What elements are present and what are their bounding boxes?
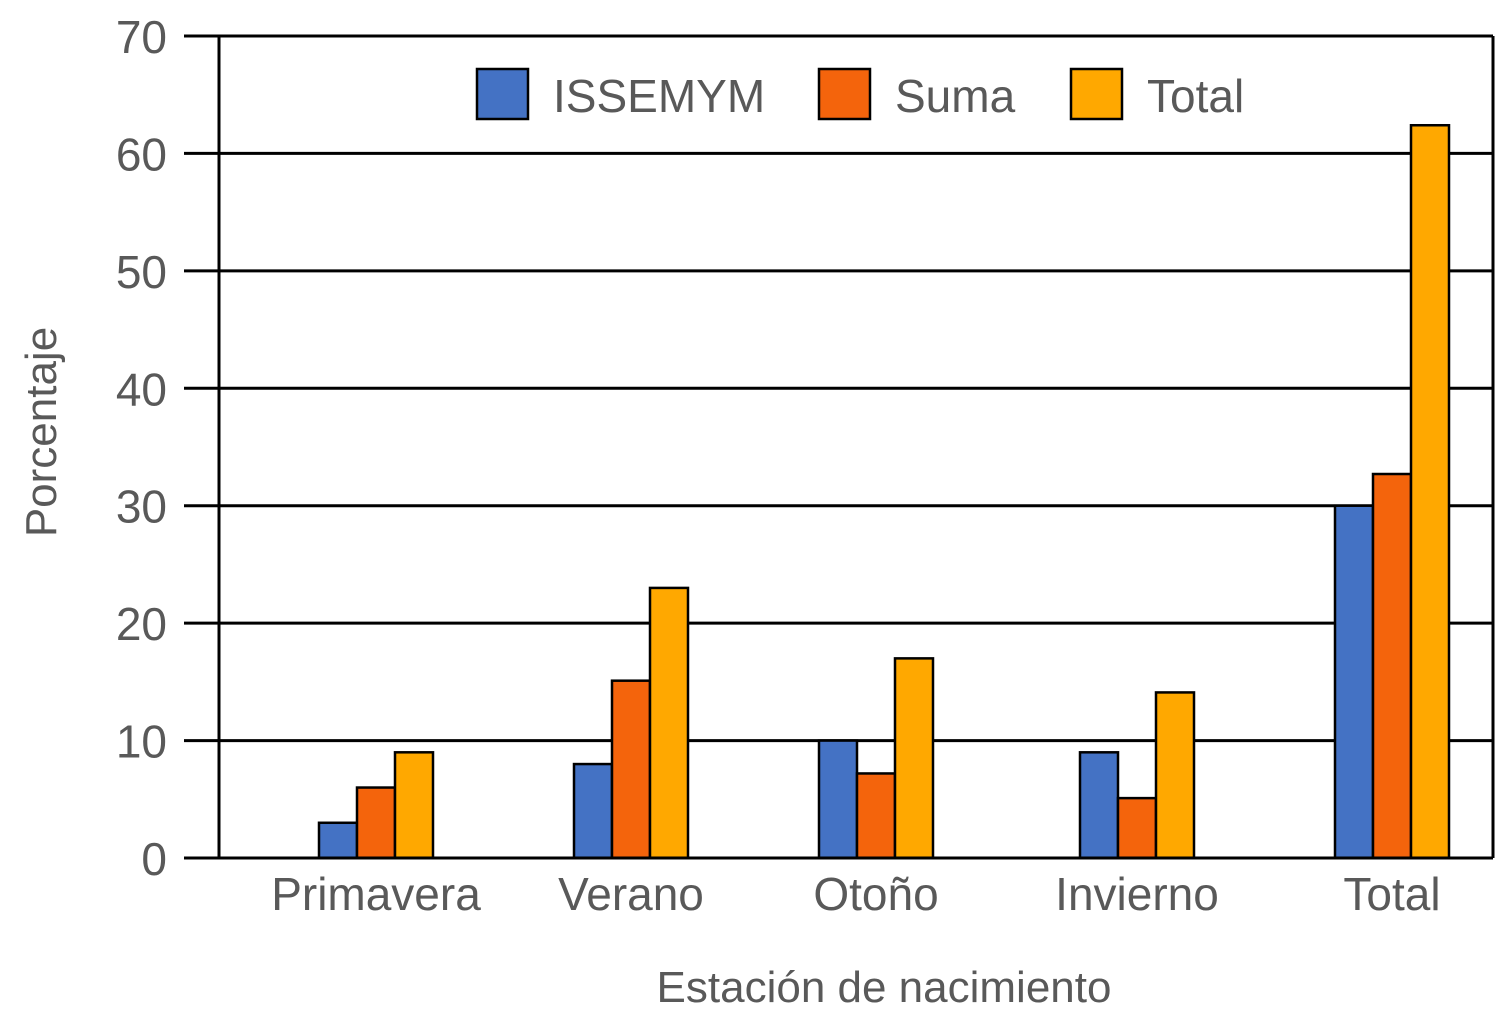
bar-suma-otoño	[855, 772, 897, 860]
x-tick-label: Invierno	[1055, 868, 1219, 920]
y-tick-label: 60	[116, 128, 167, 180]
legend-swatch	[475, 67, 530, 121]
bar-suma-verano	[610, 679, 652, 860]
y-tick-label: 70	[116, 11, 167, 63]
y-tick-label: 30	[116, 481, 167, 533]
bar-issemym-total	[1333, 504, 1375, 860]
y-axis-label: Porcentaje	[17, 327, 66, 537]
y-tick-label: 20	[116, 598, 167, 650]
bar-total-primavera	[393, 751, 435, 860]
x-axis-label: Estación de nacimiento	[657, 963, 1112, 1012]
y-tick-label: 0	[141, 833, 167, 885]
legend-label: Total	[1147, 70, 1244, 122]
gridlines	[219, 34, 1493, 743]
bar-issemym-invierno	[1078, 751, 1120, 860]
y-tick-labels: 0 10 20 30 40 50 60 70	[116, 11, 167, 885]
bar-issemym-primavera	[317, 821, 359, 860]
axes	[184, 34, 1495, 860]
bar-suma-invierno	[1116, 796, 1158, 860]
legend-swatch	[1069, 67, 1124, 121]
y-tick-label: 10	[116, 716, 167, 768]
bar-total-invierno	[1154, 691, 1196, 860]
bar-suma-total	[1371, 472, 1413, 860]
y-tick-label: 50	[116, 246, 167, 298]
x-tick-label: Otoño	[813, 868, 938, 920]
legend-label: Suma	[895, 70, 1016, 122]
bar-total-total	[1409, 123, 1451, 860]
x-tick-label: Primavera	[271, 868, 481, 920]
bar-suma-primavera	[355, 786, 397, 860]
legend-swatch	[817, 67, 872, 121]
x-tick-label: Verano	[558, 868, 704, 920]
legend: ISSEMYM Suma Total	[475, 67, 1244, 122]
x-tick-labels: Primavera Verano Otoño Invierno Total	[271, 868, 1440, 920]
x-tick-label: Total	[1343, 868, 1440, 920]
bar-total-verano	[648, 586, 690, 860]
bars	[317, 123, 1451, 860]
legend-label: ISSEMYM	[553, 70, 765, 122]
bar-issemym-otoño	[817, 739, 859, 860]
bar-issemym-verano	[572, 762, 614, 860]
y-tick-label: 40	[116, 363, 167, 415]
bar-total-otoño	[893, 657, 935, 860]
